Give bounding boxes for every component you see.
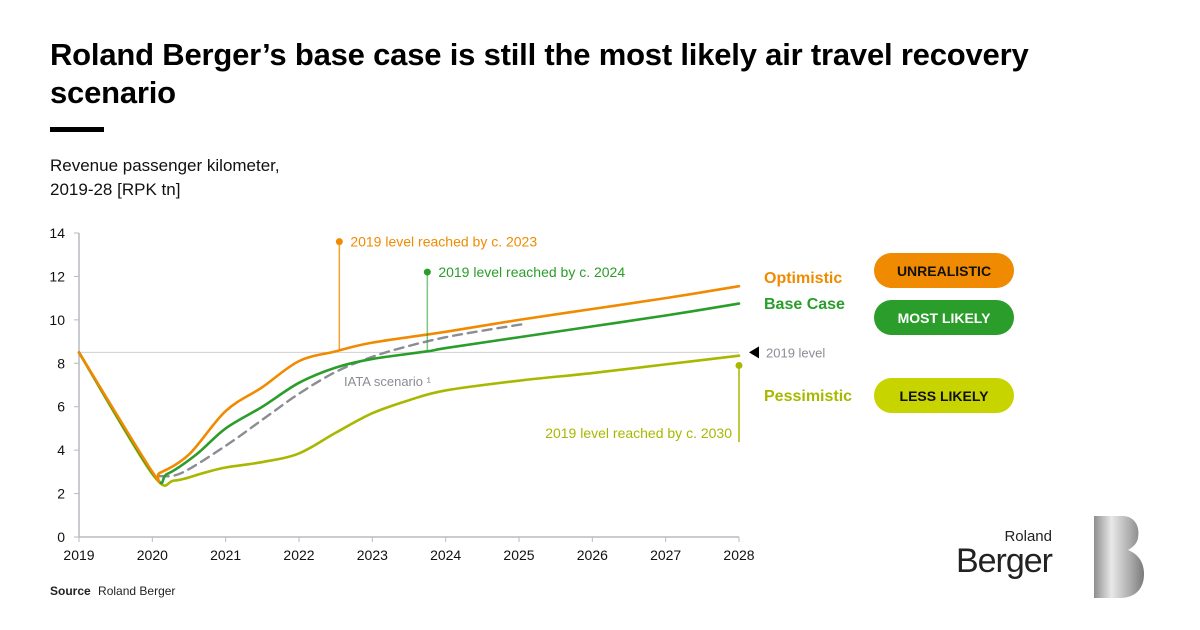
annotation-text-pessimistic: 2019 level reached by c. 2030 [545,425,732,441]
badge-unrealistic: UNREALISTIC [874,253,1014,288]
badge-most-likely: MOST LIKELY [874,300,1014,335]
subtitle-line-1: Revenue passenger kilometer, [50,156,280,175]
x-tick-label: 2021 [210,547,241,563]
annotation-dot-pessimistic [735,361,743,369]
series-line-optimistic [77,284,741,484]
series-line-base [77,302,741,485]
source-note: Source Roland Berger [50,584,175,598]
annotation-iata-scenario: IATA scenario ¹ [344,374,432,389]
y-tick-label: 14 [49,225,65,241]
logo-text-roland: Roland [1004,528,1052,545]
scenario-label-pessimistic: Pessimistic [764,388,853,405]
series-line-iata [158,323,524,478]
triangle-pointer-icon [749,346,759,359]
annotation-dot-optimistic [335,238,343,246]
scenario-label-optimistic: Optimistic [764,270,843,287]
x-tick-label: 2023 [357,547,388,563]
roland-berger-logo: Roland Berger [956,514,1150,600]
source-label: Source [50,584,91,598]
title-underline [50,127,104,132]
series-line-pessimistic [77,351,741,487]
annotation-dot-base [423,268,431,276]
x-tick-label: 2022 [283,547,314,563]
badge-less-likely: LESS LIKELY [874,378,1014,413]
scenario-label-base-case: Base Case [764,296,845,313]
y-tick-label: 0 [57,529,65,545]
logo-b-mark-icon [1094,516,1144,598]
page-title: Roland Berger’s base case is still the m… [50,37,1029,110]
source-value: Roland Berger [98,584,176,598]
y-tick-label: 12 [49,268,65,284]
subtitle-line-2: 2019-28 [RPK tn] [50,180,181,199]
y-tick-label: 8 [57,355,65,371]
x-tick-label: 2020 [137,547,168,563]
x-tick-label: 2024 [430,547,461,563]
x-tick-label: 2028 [723,547,754,563]
annotation-text-base: 2019 level reached by c. 2024 [438,264,625,280]
y-tick-label: 10 [49,312,65,328]
reference-line-label: 2019 level [766,345,825,360]
logo-text-berger: Berger [955,542,1053,580]
x-tick-label: 2025 [503,547,534,563]
x-tick-label: 2027 [650,547,681,563]
y-tick-label: 4 [57,442,65,458]
x-tick-label: 2019 [63,547,94,563]
annotation-text-optimistic: 2019 level reached by c. 2023 [350,234,537,250]
x-tick-label: 2026 [577,547,608,563]
y-tick-label: 2 [57,486,65,502]
y-tick-label: 6 [57,399,65,415]
chart-subtitle: Revenue passenger kilometer, 2019-28 [RP… [50,154,280,202]
